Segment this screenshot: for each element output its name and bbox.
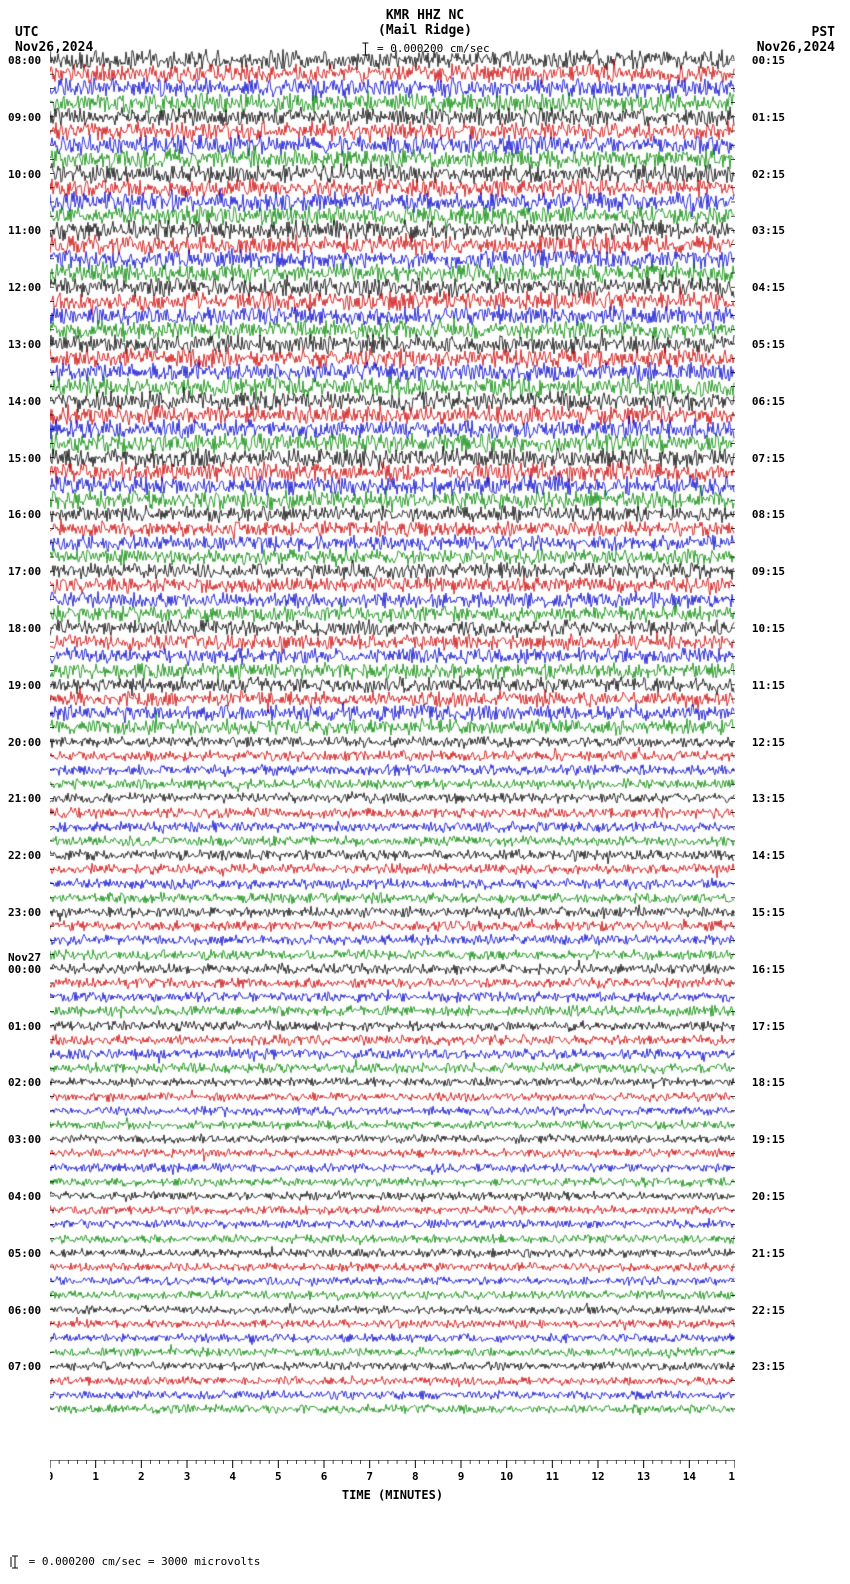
x-tick-label: 10 [500, 1470, 513, 1483]
pst-time-label: 11:15 [752, 679, 785, 692]
day-change-label: Nov27 [8, 951, 41, 964]
pst-time-label: 06:15 [752, 395, 785, 408]
pst-label: PST [757, 25, 835, 40]
pst-time-label: 18:15 [752, 1076, 785, 1089]
utc-time-label: 22:00 [8, 849, 41, 862]
utc-time-label: 01:00 [8, 1020, 41, 1033]
utc-time-label: 03:00 [8, 1133, 41, 1146]
utc-time-label: 18:00 [8, 622, 41, 635]
station-location: (Mail Ridge) [378, 23, 472, 38]
utc-time-label: 14:00 [8, 395, 41, 408]
x-tick-label: 0 [50, 1470, 53, 1483]
utc-time-label: 23:00 [8, 906, 41, 919]
utc-time-label: 15:00 [8, 452, 41, 465]
pst-time-label: 20:15 [752, 1190, 785, 1203]
x-tick-label: 5 [275, 1470, 282, 1483]
x-tick-label: 6 [321, 1470, 328, 1483]
pst-time-label: 16:15 [752, 963, 785, 976]
x-tick-label: 9 [458, 1470, 465, 1483]
utc-time-label: 02:00 [8, 1076, 41, 1089]
station-code: KMR HHZ NC [378, 8, 472, 23]
pst-time-label: 13:15 [752, 792, 785, 805]
pst-time-label: 02:15 [752, 168, 785, 181]
x-axis: 0123456789101112131415 TIME (MINUTES) [50, 1460, 735, 1510]
utc-time-label: 04:00 [8, 1190, 41, 1203]
pst-time-label: 17:15 [752, 1020, 785, 1033]
x-tick-label: 4 [229, 1470, 236, 1483]
seismogram-container: UTC Nov26,2024 KMR HHZ NC (Mail Ridge) P… [0, 0, 850, 1584]
pst-time-label: 12:15 [752, 736, 785, 749]
x-axis-ticks: 0123456789101112131415 [50, 1460, 735, 1490]
pst-time-label: 01:15 [752, 111, 785, 124]
utc-time-label: 12:00 [8, 281, 41, 294]
pst-time-label: 03:15 [752, 224, 785, 237]
utc-time-label: 21:00 [8, 792, 41, 805]
utc-time-label: 17:00 [8, 565, 41, 578]
x-tick-label: 12 [591, 1470, 604, 1483]
utc-time-label: 16:00 [8, 508, 41, 521]
utc-time-label: 10:00 [8, 168, 41, 181]
utc-time-label: 05:00 [8, 1247, 41, 1260]
pst-time-label: 23:15 [752, 1360, 785, 1373]
pst-time-label: 21:15 [752, 1247, 785, 1260]
utc-label: UTC [15, 25, 93, 40]
helicorder-plot: 08:0000:1509:0001:1510:0002:1511:0003:15… [50, 60, 735, 1460]
pst-time-label: 05:15 [752, 338, 785, 351]
x-tick-label: 11 [546, 1470, 560, 1483]
utc-time-label: 20:00 [8, 736, 41, 749]
x-tick-label: 3 [184, 1470, 191, 1483]
pst-time-label: 09:15 [752, 565, 785, 578]
footer-scale-text: = 0.000200 cm/sec = 3000 microvolts [29, 1555, 261, 1568]
x-tick-label: 2 [138, 1470, 145, 1483]
x-tick-label: 15 [728, 1470, 735, 1483]
pst-time-label: 07:15 [752, 452, 785, 465]
pst-time-label: 08:15 [752, 508, 785, 521]
utc-time-label: 07:00 [8, 1360, 41, 1373]
pst-time-label: 10:15 [752, 622, 785, 635]
x-axis-label: TIME (MINUTES) [342, 1488, 443, 1502]
footer-scale-icon [8, 1555, 22, 1569]
utc-time-label: 13:00 [8, 338, 41, 351]
pst-time-label: 19:15 [752, 1133, 785, 1146]
x-tick-label: 7 [366, 1470, 373, 1483]
utc-time-label: 11:00 [8, 224, 41, 237]
x-tick-label: 13 [637, 1470, 650, 1483]
header-station: KMR HHZ NC (Mail Ridge) [378, 8, 472, 38]
pst-time-label: 14:15 [752, 849, 785, 862]
row-ticks [50, 60, 735, 1428]
pst-date: Nov26,2024 [757, 40, 835, 55]
footer-scale: = 0.000200 cm/sec = 3000 microvolts [8, 1555, 260, 1569]
pst-time-label: 15:15 [752, 906, 785, 919]
pst-time-label: 00:15 [752, 54, 785, 67]
utc-time-label: 00:00 [8, 963, 41, 976]
pst-time-label: 04:15 [752, 281, 785, 294]
utc-time-label: 09:00 [8, 111, 41, 124]
utc-time-label: 06:00 [8, 1304, 41, 1317]
utc-time-label: 08:00 [8, 54, 41, 67]
x-tick-label: 14 [683, 1470, 697, 1483]
utc-time-label: 19:00 [8, 679, 41, 692]
header-pst: PST Nov26,2024 [757, 25, 835, 55]
x-tick-label: 8 [412, 1470, 419, 1483]
pst-time-label: 22:15 [752, 1304, 785, 1317]
x-tick-label: 1 [92, 1470, 99, 1483]
